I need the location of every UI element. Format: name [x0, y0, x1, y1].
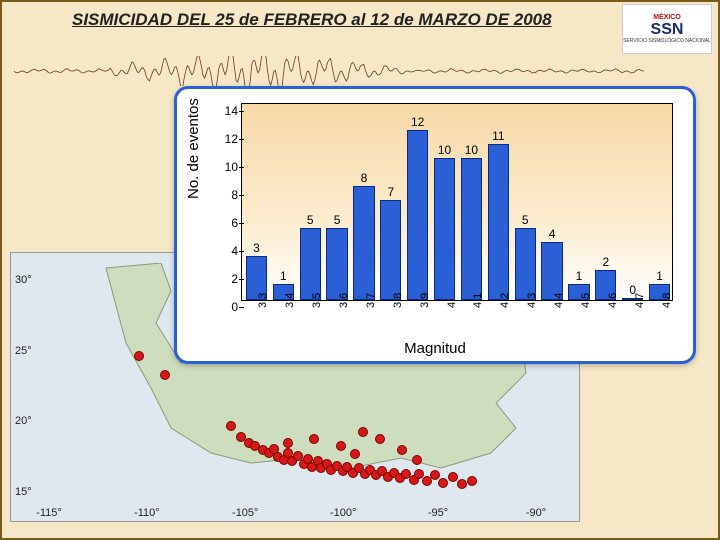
- lat-tick: 25°: [15, 345, 32, 357]
- seismic-event-dot: [350, 449, 360, 459]
- seismic-event-dot: [134, 351, 144, 361]
- ytick: 12: [212, 132, 238, 146]
- histogram-bar: 10: [461, 158, 482, 300]
- ytick: 0: [212, 300, 238, 314]
- bar-value-label: 11: [489, 129, 508, 143]
- ytick: 2: [212, 272, 238, 286]
- ytick: 14: [212, 104, 238, 118]
- xtick: 4: [446, 302, 458, 308]
- bar-value-label: 1: [569, 269, 588, 283]
- xtick: 4.5: [580, 293, 592, 308]
- seismic-event-dot: [397, 445, 407, 455]
- xtick: 4.7: [634, 293, 646, 308]
- ssn-logo: MÉXICO SSN SERVICIO SISMOLÓGICO NACIONAL: [622, 4, 712, 54]
- histogram-bar: 10: [434, 158, 455, 300]
- bar-value-label: 10: [462, 143, 481, 157]
- xtick: 4.2: [499, 293, 511, 308]
- bar-value-label: 12: [408, 115, 427, 129]
- seismic-event-dot: [358, 427, 368, 437]
- histogram-bar: 12: [407, 130, 428, 300]
- bar-value-label: 2: [596, 255, 615, 269]
- bar-value-label: 3: [247, 241, 266, 255]
- histogram-bar: 5: [515, 228, 536, 300]
- seismic-event-dot: [336, 441, 346, 451]
- lat-tick: 20°: [15, 415, 32, 427]
- seismic-event-dot: [448, 472, 458, 482]
- seismogram-divider: [14, 56, 644, 86]
- histogram-bar: 5: [300, 228, 321, 300]
- xtick: 3.9: [419, 293, 431, 308]
- bar-value-label: 10: [435, 143, 454, 157]
- lat-tick: 15°: [15, 486, 32, 498]
- histogram-bar: 5: [326, 228, 347, 300]
- bar-value-label: 5: [301, 213, 320, 227]
- lon-tick: -110°: [134, 507, 160, 519]
- page-title: SISMICIDAD DEL 25 de FEBRERO al 12 de MA…: [72, 10, 552, 30]
- histogram-bar: 8: [353, 186, 374, 300]
- ytick: 4: [212, 244, 238, 258]
- xtick: 4.8: [661, 293, 673, 308]
- bar-value-label: 7: [381, 185, 400, 199]
- xtick: 3.5: [311, 293, 323, 308]
- seismic-event-dot: [309, 434, 319, 444]
- xtick: 3.7: [365, 293, 377, 308]
- xtick: 4.1: [472, 293, 484, 308]
- bar-value-label: 5: [516, 213, 535, 227]
- chart-ylabel: No. de eventos: [185, 98, 202, 199]
- seismic-event-dot: [438, 478, 448, 488]
- bar-value-label: 1: [650, 269, 669, 283]
- histogram-bar: 11: [488, 144, 509, 300]
- xtick: 3.8: [392, 293, 404, 308]
- ytick: 8: [212, 188, 238, 202]
- xtick: 3.4: [284, 293, 296, 308]
- lon-tick: -95°: [428, 507, 448, 519]
- lon-tick: -90°: [526, 507, 546, 519]
- bar-value-label: 8: [354, 171, 373, 185]
- bar-value-label: 4: [542, 227, 561, 241]
- xtick: 4.3: [526, 293, 538, 308]
- histogram-bar: 4: [541, 242, 562, 300]
- chart-plot-area: 0246810121433.313.453.553.683.773.8123.9…: [241, 103, 673, 301]
- xtick: 4.6: [607, 293, 619, 308]
- ytick: 10: [212, 160, 238, 174]
- ytick: 6: [212, 216, 238, 230]
- seismic-event-dot: [375, 434, 385, 444]
- bar-value-label: 1: [274, 269, 293, 283]
- histogram-bar: 7: [380, 200, 401, 300]
- lat-tick: 30°: [15, 274, 32, 286]
- chart-xlabel: Magnitud: [177, 340, 693, 357]
- bar-value-label: 5: [327, 213, 346, 227]
- xtick: 3.3: [257, 293, 269, 308]
- lon-tick: -115°: [36, 507, 62, 519]
- lon-tick: -105°: [232, 507, 258, 519]
- xtick: 4.4: [553, 293, 565, 308]
- lon-tick: -100°: [330, 507, 356, 519]
- histogram-card: No. de eventos 0246810121433.313.453.553…: [174, 86, 696, 364]
- xtick: 3.6: [338, 293, 350, 308]
